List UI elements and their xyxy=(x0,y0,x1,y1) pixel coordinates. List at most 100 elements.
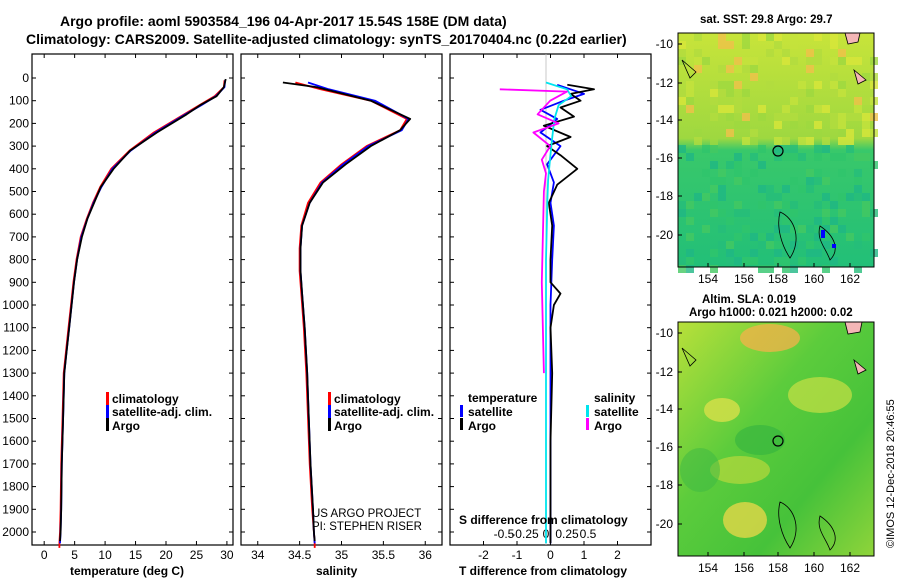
sst-pixel xyxy=(766,81,774,89)
legend-marker-satellite xyxy=(106,405,109,418)
sst-pixel xyxy=(686,89,694,97)
sst-pixel xyxy=(678,201,686,209)
sst-pixel xyxy=(758,33,766,41)
x-tick-label: 5 xyxy=(71,548,78,562)
sst-pixel xyxy=(846,233,854,241)
coastline xyxy=(818,515,836,551)
sst-pixel xyxy=(822,137,830,145)
sst-pixel xyxy=(758,241,766,249)
longitude-tick-label: 158 xyxy=(768,561,788,575)
temperature-panel: 0100200300400500600700800900100011001200… xyxy=(2,53,234,578)
sst-pixel xyxy=(694,137,702,145)
sst-pixel xyxy=(822,177,830,185)
sst-pixel xyxy=(686,201,694,209)
sst-pixel xyxy=(838,57,846,65)
sst-pixel xyxy=(710,185,718,193)
sst-pixel xyxy=(726,41,734,49)
sst-pixel xyxy=(790,209,798,217)
difference-legend: temperature satellite Argo salinity sate… xyxy=(460,391,639,433)
coastline xyxy=(818,225,836,261)
sst-pixel xyxy=(710,81,718,89)
sst-pixel xyxy=(822,209,830,217)
sst-pixel xyxy=(830,153,838,161)
sst-pixel xyxy=(758,185,766,193)
latitude-tick-label: -16 xyxy=(656,440,674,454)
x-tick-label: 10 xyxy=(98,548,112,562)
sst-pixel xyxy=(862,201,870,209)
sst-pixel xyxy=(790,153,798,161)
coastline xyxy=(681,59,697,79)
legend-label-sal-argo: Argo xyxy=(594,419,622,433)
legend-title-salinity: salinity xyxy=(594,391,636,405)
x-tick-label: 34 xyxy=(251,548,265,562)
sst-pixel xyxy=(686,233,694,241)
salinity-depth-ticks xyxy=(241,77,442,533)
sst-pixel xyxy=(830,81,838,89)
sst-pixel xyxy=(822,225,830,233)
sst-pixel xyxy=(862,113,870,121)
depth-axis: 0 100 200 300 400 500 600 700 800 900 1000 1100 1200… xyxy=(2,71,233,539)
sst-pixel xyxy=(710,113,718,121)
sst-pixel xyxy=(718,81,726,89)
sla-map-axes: 154 156 158 160 162 -10 -12 -14 -16 -18 -20 xyxy=(656,326,861,575)
sst-map: sat. SST: 29.8 Argo: 29.7 154 156 158 160 16… xyxy=(656,14,878,286)
sst-pixel xyxy=(742,137,750,145)
longitude-tick-label: 160 xyxy=(804,561,824,575)
x-tick-label: 1 xyxy=(581,548,588,562)
sst-pixel xyxy=(750,65,758,73)
salinity-legend: climatology satellite-adj. clim. Argo xyxy=(328,392,434,433)
salinity-panel: 34 34.5 35 35.5 36 salinity climatology sate… xyxy=(240,53,443,578)
x-tick-label: -2 xyxy=(478,548,489,562)
sst-pixel xyxy=(822,105,830,113)
sst-pixel xyxy=(854,153,862,161)
sst-pixel xyxy=(838,129,846,137)
sst-pixel xyxy=(758,113,766,121)
x-tick-label: -1 xyxy=(512,548,523,562)
x-tick-label: 35 xyxy=(335,548,349,562)
sst-pixel xyxy=(734,81,742,89)
sst-pixel xyxy=(766,233,774,241)
difference-panel: -2 -1 0 1 2 -0.5-0.25 0 0.25 0.5 T difference f… xyxy=(449,53,652,578)
sst-pixel xyxy=(694,193,702,201)
sst-pixel xyxy=(750,57,758,65)
temperature-axes-frame xyxy=(31,53,234,546)
sst-pixel xyxy=(790,241,798,249)
sst-pixel xyxy=(806,105,814,113)
sst-pixel xyxy=(854,113,862,121)
sst-pixel xyxy=(758,161,766,169)
sst-pixel xyxy=(750,73,758,81)
longitude-tick-label: 156 xyxy=(734,272,754,286)
sst-pixel xyxy=(798,185,806,193)
sst-pixel xyxy=(774,153,782,161)
sst-pixel xyxy=(830,57,838,65)
sst-pixel xyxy=(774,121,782,129)
x-tick-label: 2 xyxy=(614,548,621,562)
sst-pixel xyxy=(822,241,830,249)
sst-pixel xyxy=(790,57,798,65)
sst-pixel xyxy=(830,201,838,209)
sst-pixel xyxy=(806,169,814,177)
sst-pixel xyxy=(718,33,726,41)
sst-pixel xyxy=(694,65,702,73)
sst-pixel xyxy=(718,185,726,193)
latitude-tick-label: -20 xyxy=(656,228,674,242)
sst-pixel xyxy=(742,41,750,49)
land-mass xyxy=(853,68,867,85)
sst-pixel xyxy=(782,257,790,265)
sst-pixel xyxy=(750,129,758,137)
x-tick-label: 36 xyxy=(419,548,433,562)
sst-pixel xyxy=(822,217,830,225)
sst-pixel xyxy=(806,185,814,193)
legend-marker-temp-argo xyxy=(460,418,463,430)
sst-pixel xyxy=(718,177,726,185)
y-tick-label: 1900 xyxy=(2,502,29,516)
sst-pixel xyxy=(718,105,726,113)
y-tick-label: 900 xyxy=(9,275,29,289)
temperature-series xyxy=(58,78,227,548)
sst-pixel xyxy=(774,145,782,153)
sst-pixel xyxy=(718,65,726,73)
sst-pixel xyxy=(814,153,822,161)
x-tick-label: 25 xyxy=(190,548,204,562)
sst-pixel xyxy=(830,41,838,49)
